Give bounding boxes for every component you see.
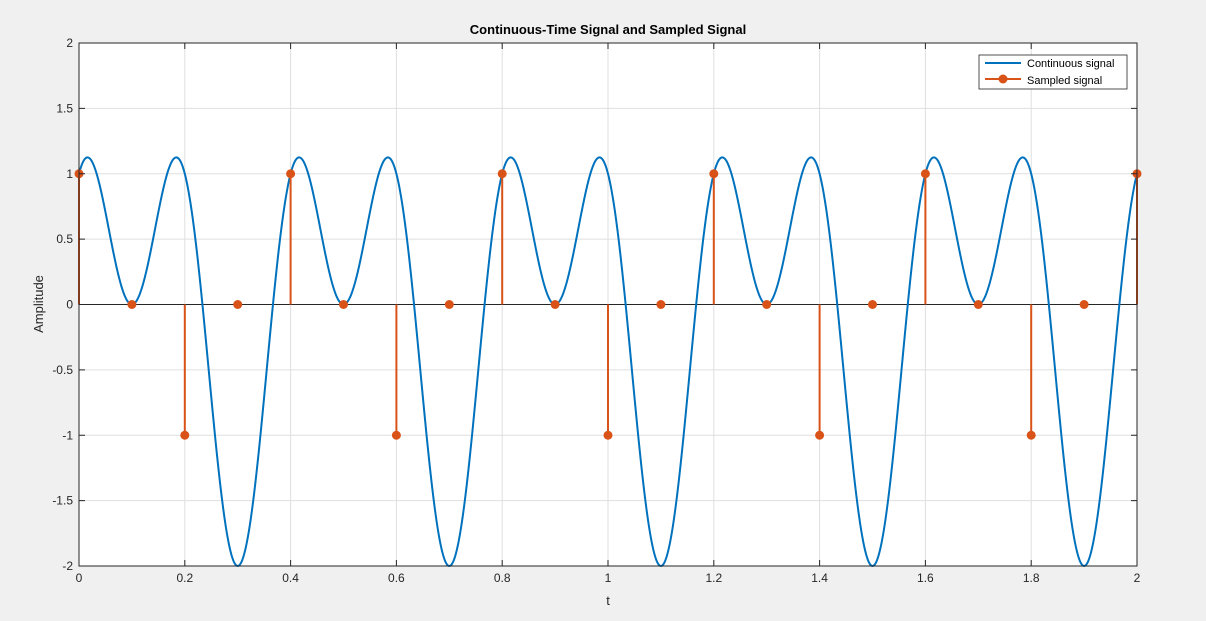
y-tick-label: 0.5 (56, 232, 73, 246)
x-tick-label: 1.2 (705, 571, 722, 585)
x-tick-label: 0.4 (282, 571, 299, 585)
x-tick-label: 1.8 (1023, 571, 1040, 585)
y-axis: -2 -1.5 -1 -0.5 0 0.5 1 1.5 2 (52, 36, 1137, 573)
x-tick-label: 1 (605, 571, 612, 585)
sampled-point (603, 430, 613, 440)
x-tick-label: 1.6 (917, 571, 934, 585)
y-tick-label: -2 (62, 559, 73, 573)
chart-title: Continuous-Time Signal and Sampled Signa… (470, 22, 746, 37)
sampled-point (391, 430, 401, 440)
x-axis: 0 0.2 0.4 0.6 0.8 1 1.2 1.4 1.6 1.8 2 (76, 43, 1141, 585)
y-axis-label: Amplitude (31, 275, 46, 333)
legend-label-sampled: Sampled signal (1027, 75, 1102, 87)
sampled-point (180, 430, 190, 440)
continuous-signal-line (78, 156, 1138, 568)
y-tick-label: 1.5 (56, 101, 73, 115)
sampled-point (550, 300, 560, 309)
legend-marker-sampled (998, 74, 1008, 84)
y-tick-label: 0 (66, 298, 73, 312)
sampled-point (127, 300, 137, 309)
sampled-point (1026, 430, 1036, 440)
sampled-point (868, 300, 877, 309)
x-tick-label: 0 (76, 571, 83, 585)
y-tick-label: 1 (66, 167, 73, 181)
x-tick-label: 0.2 (176, 571, 193, 585)
sampled-point (815, 430, 825, 440)
sampled-point (1079, 300, 1089, 309)
sampled-point (920, 169, 930, 179)
sampled-point (762, 300, 772, 309)
sampled-point (339, 300, 348, 309)
sampled-point (709, 169, 719, 179)
y-tick-label: 2 (66, 36, 73, 50)
x-tick-label: 2 (1134, 571, 1141, 585)
sampled-point (973, 300, 983, 309)
legend-label-continuous: Continuous signal (1027, 58, 1114, 70)
sampled-point (497, 169, 507, 179)
y-tick-label: -1 (62, 428, 73, 442)
sampled-point (286, 169, 296, 179)
sampled-point (656, 300, 666, 309)
y-tick-label: -1.5 (52, 494, 73, 508)
x-tick-label: 0.8 (494, 571, 511, 585)
legend[interactable]: Continuous signal Sampled signal (978, 54, 1128, 90)
sampled-point (233, 300, 243, 309)
x-tick-label: 1.4 (811, 571, 828, 585)
sampled-point (444, 300, 454, 309)
x-axis-label: t (606, 593, 610, 608)
y-tick-label: -0.5 (52, 363, 73, 377)
x-tick-label: 0.6 (388, 571, 405, 585)
